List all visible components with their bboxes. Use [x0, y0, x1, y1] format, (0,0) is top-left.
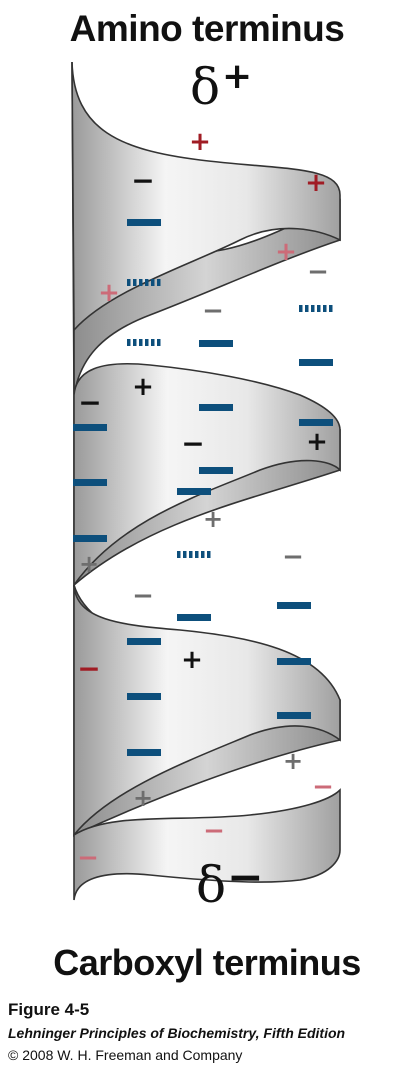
bond-dash — [177, 488, 211, 495]
bond-dash — [299, 419, 333, 426]
ribbon-front-segment-2 — [73, 330, 341, 588]
positive-charge-mark: + — [98, 278, 120, 308]
delta-minus-symbol: δ — [196, 856, 227, 914]
positive-charge-mark: + — [189, 127, 211, 157]
positive-charge-mark: + — [181, 645, 203, 675]
dipole-charges: + + + + − + − − + + − − + + − − + + − − … — [77, 127, 334, 873]
bond-dash — [277, 602, 311, 609]
bond-dash — [177, 614, 211, 621]
bond-dash — [127, 219, 161, 226]
positive-charge-mark: + — [275, 237, 297, 267]
positive-charge-mark: + — [79, 550, 99, 578]
bond-dash — [127, 693, 161, 700]
negative-charge-mark: − — [77, 652, 100, 685]
hydrogen-bond-dashes — [73, 219, 333, 756]
book-title: Lehninger Principles of Biochemistry, Fi… — [8, 1025, 346, 1041]
negative-charge-mark: − — [203, 816, 225, 846]
dotted-bond — [127, 339, 161, 346]
bond-dash — [73, 535, 107, 542]
copyright-notice: © 2008 W. H. Freeman and Company — [8, 1047, 243, 1063]
hydrogen-bond-dotted — [127, 279, 333, 558]
bond-dash — [299, 359, 333, 366]
positive-charge-mark: + — [203, 505, 223, 533]
negative-charge-mark: − — [78, 386, 101, 419]
bond-dash — [199, 340, 233, 347]
delta-plus-symbol: δ — [190, 58, 221, 116]
negative-charge-mark: − — [77, 843, 99, 873]
negative-charge-mark: − — [312, 772, 334, 802]
delta-plus-sign: + — [222, 56, 253, 97]
positive-charge-mark: + — [133, 784, 153, 812]
negative-charge-mark: − — [181, 427, 204, 460]
bond-dash — [73, 479, 107, 486]
negative-charge-mark: − — [131, 164, 154, 197]
negative-charge-mark: − — [202, 296, 224, 326]
bond-dash — [277, 712, 311, 719]
positive-charge-mark: + — [283, 747, 303, 775]
positive-charge-mark: + — [306, 427, 328, 457]
ribbon-front-segment-1 — [71, 61, 341, 333]
delta-minus-sign: − — [227, 852, 264, 903]
figure-label: Figure 4-5 — [8, 1000, 90, 1019]
positive-charge-mark: + — [132, 372, 154, 402]
negative-charge-mark: − — [282, 542, 304, 572]
helix-ribbon — [71, 61, 341, 901]
bond-dash — [127, 749, 161, 756]
bond-dash — [199, 467, 233, 474]
dotted-bond — [177, 551, 211, 558]
ribbon-front-segment-3 — [73, 584, 341, 838]
bond-dash — [73, 424, 107, 431]
bond-dash — [277, 658, 311, 665]
bond-dash — [199, 404, 233, 411]
negative-charge-mark: − — [307, 257, 329, 287]
ribbon-front-segment-4 — [73, 788, 341, 901]
carboxyl-terminus-label: Carboxyl terminus — [53, 942, 361, 983]
positive-charge-mark: + — [305, 168, 327, 198]
negative-charge-mark: − — [132, 581, 154, 611]
amino-terminus-label: Amino terminus — [69, 8, 345, 49]
bond-dash — [127, 638, 161, 645]
dotted-bond — [299, 305, 333, 312]
dotted-bond — [127, 279, 161, 286]
